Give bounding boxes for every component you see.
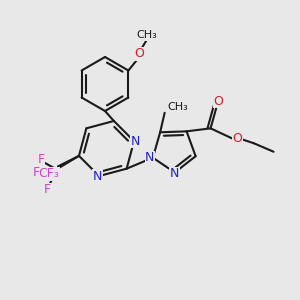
Text: F: F bbox=[32, 166, 40, 179]
Text: N: N bbox=[145, 151, 154, 164]
Text: N: N bbox=[131, 135, 140, 148]
Text: N: N bbox=[93, 169, 102, 182]
Text: CH₃: CH₃ bbox=[136, 30, 157, 40]
Text: CF₃: CF₃ bbox=[38, 167, 59, 180]
Text: F: F bbox=[37, 153, 44, 166]
Text: O: O bbox=[213, 95, 223, 108]
Text: F: F bbox=[44, 183, 51, 196]
Text: CH₃: CH₃ bbox=[168, 102, 188, 112]
Text: N: N bbox=[170, 167, 179, 181]
Text: O: O bbox=[232, 132, 242, 145]
Text: O: O bbox=[134, 47, 144, 61]
